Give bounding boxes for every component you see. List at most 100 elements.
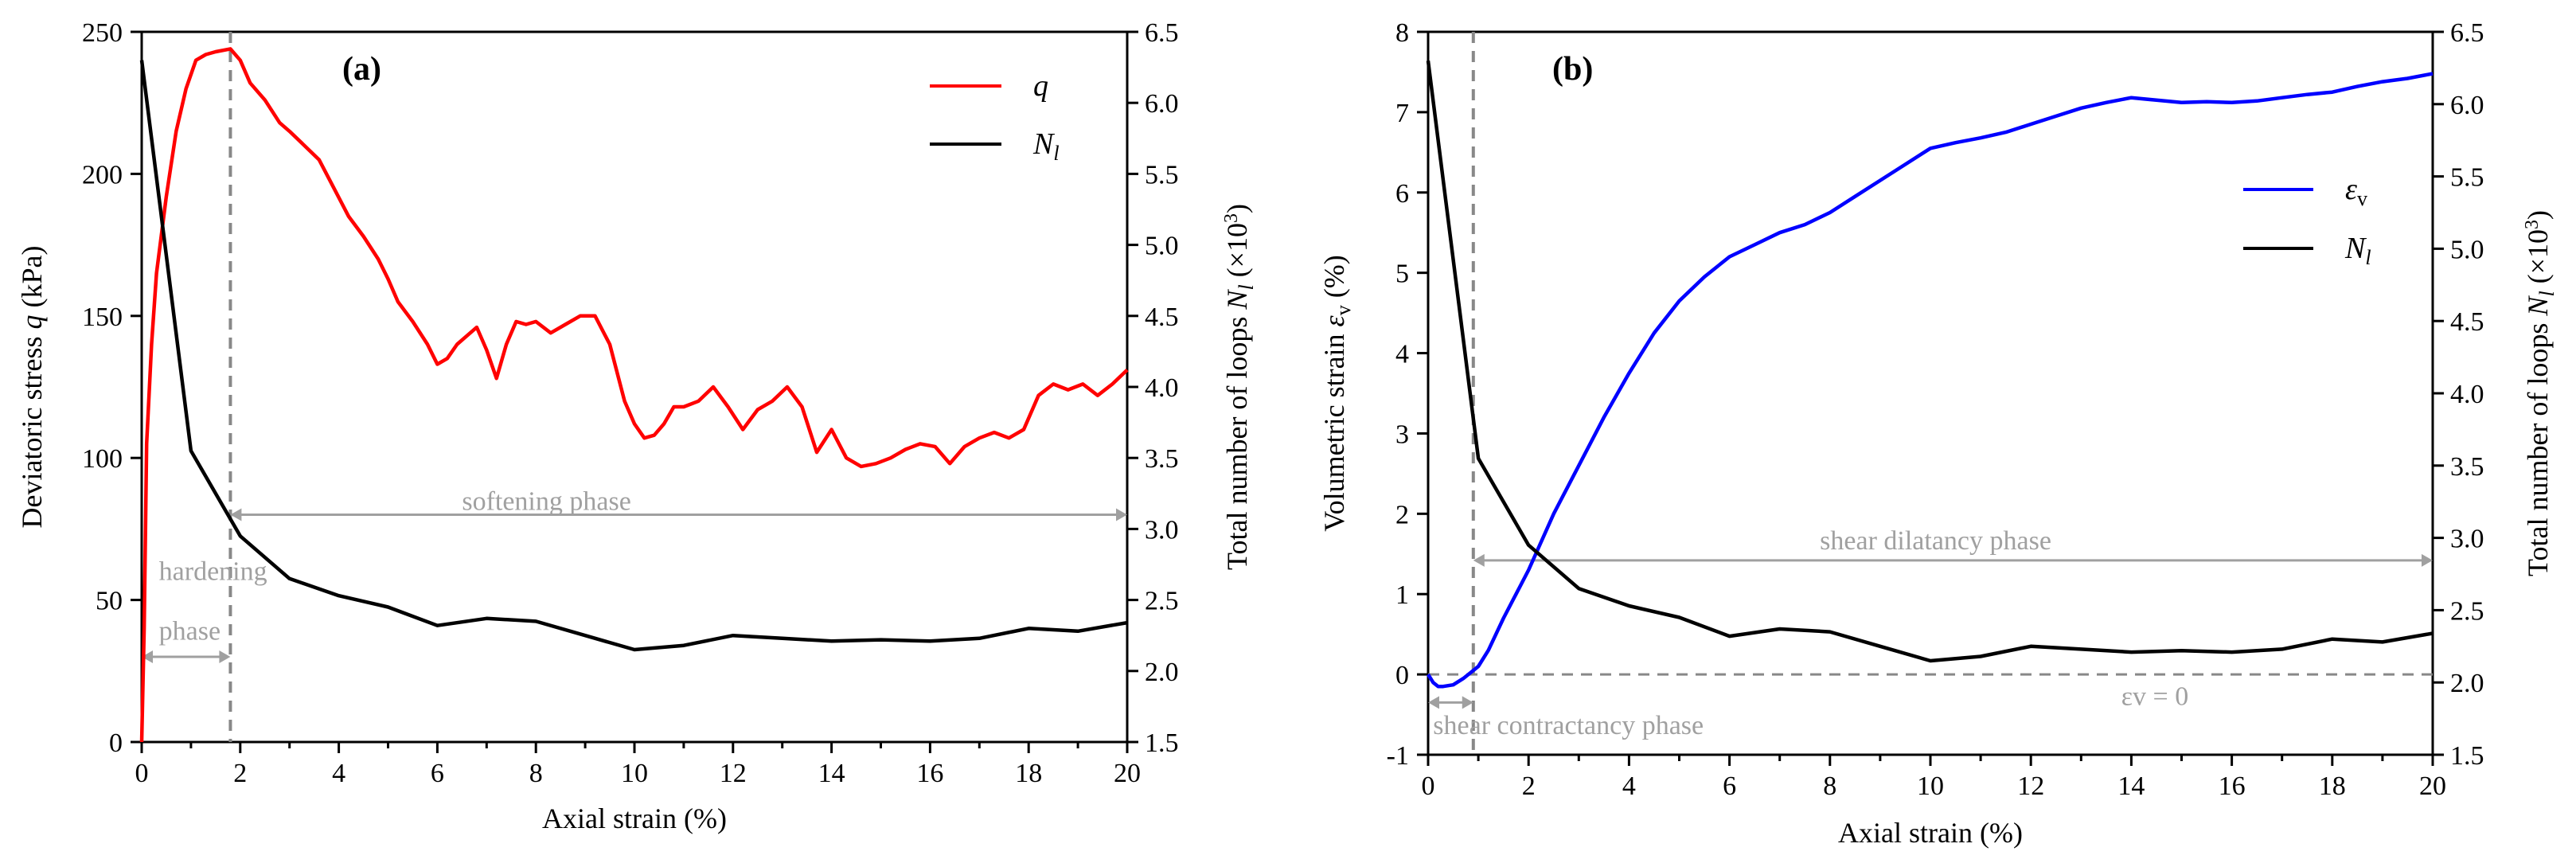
b-yr-tick-label-4: 3.5 xyxy=(2450,452,2484,482)
b-dilatancy-arrow xyxy=(1473,553,2433,567)
panel-a-label: (a) xyxy=(342,51,381,88)
b-yr-tick-label-0: 1.5 xyxy=(2450,741,2484,771)
panel-a-plot-frame xyxy=(140,30,1129,744)
a-yr-tick-label-6: 4.5 xyxy=(1145,303,1179,332)
legend-b-ev-label: εv xyxy=(2345,173,2367,210)
b-series-0-line xyxy=(1427,72,2434,689)
panel-a-legend: q Nl xyxy=(930,69,1060,165)
panel-b-annotations: shear dilatancy phase shear contractancy … xyxy=(1428,32,2433,755)
a-x-tick-label-7: 14 xyxy=(818,759,845,788)
panel-a-annotations: softening phase hardening phase xyxy=(142,32,1127,742)
b-yr-tick-label-3: 3.0 xyxy=(2450,525,2484,554)
a-yr-tick-label-2: 2.5 xyxy=(1145,587,1179,616)
panel-a-series xyxy=(139,47,1129,743)
b-yl-tick-label-4: 3 xyxy=(1395,420,1409,449)
panel-a: 0 2 4 6 8 10 12 14 16 18 20 0 50 100 150 200 250 1.5 2.0… xyxy=(16,18,1258,834)
b-yl-tick-label-9: 8 xyxy=(1395,18,1409,48)
a-x-tick-label-1: 2 xyxy=(233,759,247,788)
a-yl-tick-label-0: 0 xyxy=(109,728,123,758)
a-softening-label: softening phase xyxy=(462,487,630,517)
b-x-tick-label-0: 0 xyxy=(1422,771,1435,801)
legend-a-q-label: q xyxy=(1033,69,1048,103)
a-x-tick-label-8: 16 xyxy=(916,759,943,788)
b-yr-tick-label-9: 6.0 xyxy=(2450,91,2484,120)
b-yl-tick-label-3: 2 xyxy=(1395,500,1409,529)
b-yr-tick-label-7: 5.0 xyxy=(2450,235,2484,264)
panel-b-series xyxy=(1426,61,2434,689)
b-x-tick-label-4: 8 xyxy=(1823,771,1836,801)
b-x-tick-label-9: 18 xyxy=(2319,771,2346,801)
b-yr-tick-label-5: 4.0 xyxy=(2450,380,2484,409)
b-yl-tick-label-8: 7 xyxy=(1395,99,1409,128)
b-x-tick-label-7: 14 xyxy=(2117,771,2145,801)
a-yr-tick-label-7: 5.0 xyxy=(1145,232,1179,261)
b-x-tick-label-2: 4 xyxy=(1622,771,1636,801)
a-yr-tick-label-10: 6.5 xyxy=(1145,18,1179,48)
a-x-tick-label-3: 6 xyxy=(431,759,444,788)
a-x-tick-label-4: 8 xyxy=(529,759,543,788)
panel-b-legend: εv Nl xyxy=(2243,173,2371,269)
panel-b-right-y-title: Total number of loops Nl (×103) xyxy=(2522,210,2558,576)
a-yl-tick-label-1: 50 xyxy=(96,587,123,616)
a-x-tick-label-9: 18 xyxy=(1015,759,1042,788)
panel-b-plot-frame xyxy=(1427,30,2434,756)
a-yr-tick-label-3: 3.0 xyxy=(1145,515,1179,545)
a-x-tick-label-6: 12 xyxy=(720,759,747,788)
panel-b-x-title: Axial strain (%) xyxy=(1838,817,2023,849)
panel-b-left-y-title: Volumetric strain εv (%) xyxy=(1318,255,1355,531)
b-x-tick-label-10: 20 xyxy=(2419,771,2446,801)
a-yl-tick-label-3: 150 xyxy=(82,303,123,332)
panel-a-right-y-title: Total number of loops Nl (×103) xyxy=(1221,204,1258,570)
b-yr-tick-label-8: 5.5 xyxy=(2450,163,2484,193)
panel-a-left-y-title: Deviatoric stress q (kPa) xyxy=(16,246,48,529)
a-x-tick-label-0: 0 xyxy=(135,759,149,788)
a-yl-tick-label-5: 250 xyxy=(82,18,123,48)
a-yr-tick-label-1: 2.0 xyxy=(1145,658,1179,687)
b-series-1-line xyxy=(1426,61,2434,663)
a-hardening-label-line2: phase xyxy=(159,617,221,646)
b-yr-tick-label-6: 4.5 xyxy=(2450,307,2484,337)
panel-a-left-y-ticks: 0 50 100 150 200 250 xyxy=(82,18,142,758)
a-x-tick-label-5: 10 xyxy=(621,759,648,788)
a-x-tick-label-10: 20 xyxy=(1114,759,1141,788)
panel-a-right-y-ticks: 1.5 2.0 2.5 3.0 3.5 4.0 4.5 5.0 5.5 6.0 6.5 xyxy=(1127,18,1179,758)
b-contractancy-arrow xyxy=(1428,696,1473,709)
a-yr-tick-label-4: 3.5 xyxy=(1145,444,1179,474)
b-yr-tick-label-10: 6.5 xyxy=(2450,18,2484,48)
b-contractancy-label: shear contractancy phase xyxy=(1433,711,1704,740)
a-yr-tick-label-8: 5.5 xyxy=(1145,160,1179,189)
a-hardening-label-line1: hardening xyxy=(159,557,267,587)
panel-a-x-title: Axial strain (%) xyxy=(542,803,727,834)
a-yl-tick-label-2: 100 xyxy=(82,444,123,474)
a-yr-tick-label-9: 6.0 xyxy=(1145,89,1179,119)
b-x-tick-label-5: 10 xyxy=(1917,771,1944,801)
a-x-tick-label-2: 4 xyxy=(332,759,345,788)
panel-b-label: (b) xyxy=(1552,51,1593,88)
a-series-0-line xyxy=(139,47,1129,743)
a-softening-arrow xyxy=(230,508,1127,521)
b-x-tick-label-6: 12 xyxy=(2017,771,2044,801)
b-yr-tick-label-1: 2.0 xyxy=(2450,669,2484,698)
b-yl-tick-label-0: -1 xyxy=(1387,741,1409,771)
b-x-tick-label-8: 16 xyxy=(2219,771,2246,801)
b-dilatancy-label: shear dilatancy phase xyxy=(1820,526,2051,556)
b-yl-tick-label-7: 6 xyxy=(1395,179,1409,209)
b-x-tick-label-3: 6 xyxy=(1723,771,1736,801)
b-ev-zero-label: εv = 0 xyxy=(2121,681,2188,711)
a-yr-tick-label-0: 1.5 xyxy=(1145,728,1179,758)
b-yl-tick-label-1: 0 xyxy=(1395,661,1409,690)
panel-b-right-y-ticks: 1.5 2.0 2.5 3.0 3.5 4.0 4.5 5.0 5.5 6.0 6.5 xyxy=(2433,18,2484,771)
legend-a-nl-label: Nl xyxy=(1032,127,1060,165)
a-yr-tick-label-5: 4.0 xyxy=(1145,373,1179,403)
panel-b-x-ticks: 0 2 4 6 8 10 12 14 16 18 20 xyxy=(1422,755,2446,801)
panel-a-x-ticks: 0 2 4 6 8 10 12 14 16 18 20 xyxy=(135,742,1141,788)
b-yr-tick-label-2: 2.5 xyxy=(2450,596,2484,626)
a-yl-tick-label-4: 200 xyxy=(82,160,123,189)
b-yl-tick-label-2: 1 xyxy=(1395,580,1409,610)
legend-b-nl-label: Nl xyxy=(2344,232,2371,269)
b-yl-tick-label-6: 5 xyxy=(1395,260,1409,289)
b-x-tick-label-1: 2 xyxy=(1522,771,1536,801)
a-hardening-arrow xyxy=(142,650,231,663)
